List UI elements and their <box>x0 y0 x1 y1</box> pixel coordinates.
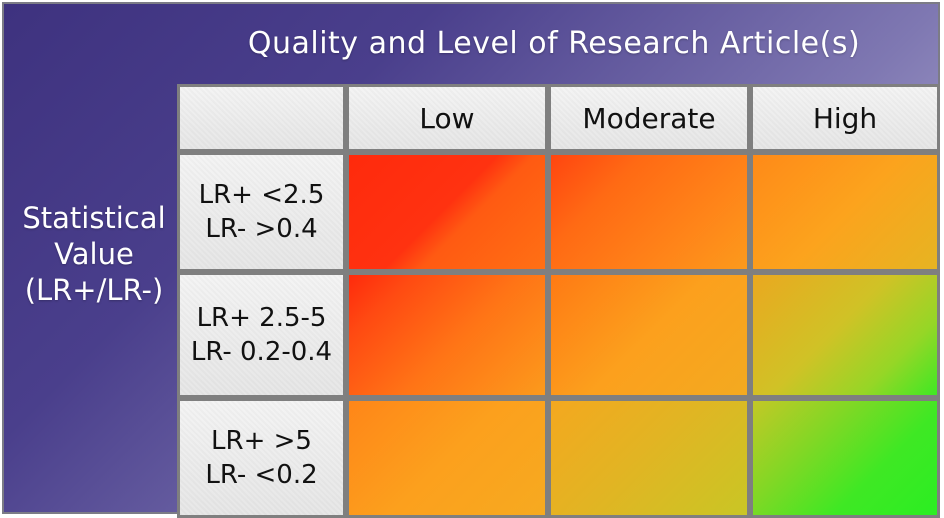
column-header-high: High <box>750 84 940 152</box>
row-header-3: LR+ >5 LR- <0.2 <box>177 398 346 518</box>
heat-cell-2-3 <box>750 272 940 398</box>
side-label-line-2: Value <box>54 237 134 271</box>
row-3-lr-plus: LR+ >5 <box>211 426 312 456</box>
side-label-line-3: (LR+/LR-) <box>24 273 164 307</box>
side-label-line-1: Statistical <box>22 201 166 235</box>
row-2-lr-plus: LR+ 2.5-5 <box>196 303 327 333</box>
column-header-low: Low <box>346 84 548 152</box>
row-header-1: LR+ <2.5 LR- >0.4 <box>177 152 346 272</box>
heat-cell-3-3 <box>750 398 940 518</box>
heat-cell-3-2 <box>548 398 750 518</box>
column-header-moderate: Moderate <box>548 84 750 152</box>
row-2-lr-minus: LR- 0.2-0.4 <box>190 337 333 367</box>
heat-cell-1-3 <box>750 152 940 272</box>
heat-cell-1-2 <box>548 152 750 272</box>
row-1-lr-minus: LR- >0.4 <box>205 214 318 244</box>
heat-cell-2-2 <box>548 272 750 398</box>
heat-cell-1-1 <box>346 152 548 272</box>
statistical-axis-title: Statistical Value (LR+/LR-) <box>10 200 178 308</box>
row-1-lr-plus: LR+ <2.5 <box>198 180 325 210</box>
row-header-2: LR+ 2.5-5 LR- 0.2-0.4 <box>177 272 346 398</box>
corner-cell <box>177 84 346 152</box>
heat-cell-2-1 <box>346 272 548 398</box>
quality-axis-title: Quality and Level of Research Article(s) <box>247 26 861 61</box>
heat-cell-3-1 <box>346 398 548 518</box>
evidence-matrix-grid: Low Moderate High LR+ <2.5 LR- >0.4 LR+ … <box>177 84 940 518</box>
row-3-lr-minus: LR- <0.2 <box>205 460 318 490</box>
